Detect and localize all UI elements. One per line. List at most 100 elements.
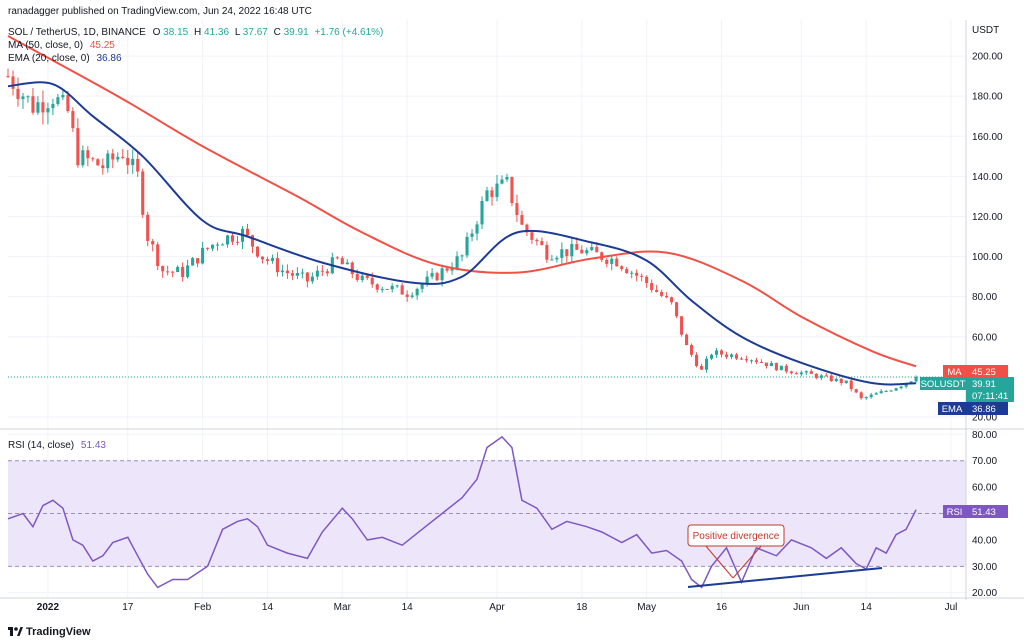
- price-tick-label: 20.00: [972, 412, 997, 423]
- ma-50-line: [7, 35, 917, 368]
- candle: [744, 355, 749, 363]
- candle: [280, 264, 284, 277]
- ma-legend-value: 45.25: [90, 40, 115, 51]
- candle: [555, 255, 559, 263]
- price-tick-label: 180.00: [972, 92, 1003, 103]
- candle: [131, 149, 135, 174]
- candle: [520, 210, 524, 226]
- callout-pointer-left: [704, 544, 734, 579]
- candle: [864, 396, 868, 400]
- candle: [460, 254, 464, 262]
- price-tick-label: 120.00: [972, 212, 1003, 223]
- rsi-legend[interactable]: RSI (14, close) 51.43: [8, 440, 106, 451]
- rsi-line: [7, 435, 917, 589]
- candle: [225, 234, 230, 248]
- ma-legend[interactable]: MA (50, close, 0) 45.25: [8, 40, 115, 51]
- candle: [505, 173, 509, 182]
- time-tick-label: Mar: [334, 602, 352, 613]
- candle: [690, 343, 694, 357]
- candle: [325, 268, 329, 277]
- candle: [799, 370, 803, 377]
- candle: [300, 268, 304, 279]
- candle: [734, 352, 739, 360]
- candle: [56, 93, 60, 107]
- candle: [405, 290, 409, 302]
- ma-price-label-name: MA: [947, 367, 962, 378]
- candle: [260, 256, 265, 264]
- candle: [500, 175, 504, 185]
- candle: [221, 243, 225, 246]
- price-tick-label: 100.00: [972, 252, 1003, 263]
- candle: [111, 148, 115, 169]
- candle: [86, 146, 90, 167]
- candle: [605, 258, 609, 268]
- candle: [884, 390, 888, 393]
- ema-price-label: EMA 36.86: [938, 402, 1008, 415]
- ohlc-c-label: C: [274, 27, 281, 38]
- candle: [784, 364, 788, 374]
- time-tick-label: Jun: [793, 602, 809, 613]
- candle: [245, 223, 250, 238]
- symbol-legend[interactable]: SOL / TetherUS, 1D, BINANCE O 38.15 H 41…: [8, 27, 383, 38]
- candle: [41, 90, 45, 125]
- candle: [894, 387, 898, 391]
- ohlc-l-value: 37.67: [243, 27, 268, 38]
- candle: [540, 237, 544, 246]
- candle: [714, 347, 719, 358]
- candle: [46, 102, 50, 125]
- candle: [216, 242, 220, 251]
- rsi-tick-label: 40.00: [972, 535, 997, 546]
- rsi-legend-value: 51.43: [81, 440, 106, 451]
- candle: [859, 391, 863, 400]
- candle: [470, 229, 474, 242]
- candle: [655, 284, 659, 293]
- candle: [61, 89, 65, 101]
- time-tick-label: 17: [122, 602, 134, 613]
- candle: [201, 241, 205, 265]
- candle: [390, 283, 394, 293]
- ema-legend[interactable]: EMA (20, close, 0) 36.86: [8, 53, 122, 64]
- candle: [186, 259, 190, 279]
- candle: [136, 152, 140, 177]
- candle: [809, 369, 813, 374]
- ema-20-line: [7, 81, 917, 386]
- candle: [889, 389, 893, 392]
- divergence-callout[interactable]: Positive divergence: [687, 524, 785, 579]
- ma-legend-label: MA (50, close, 0): [8, 40, 83, 51]
- symbol-price-label: SOLUSDT 39.91 07:11:41: [920, 377, 1014, 402]
- candle: [151, 238, 155, 252]
- candle: [769, 360, 773, 367]
- candle: [235, 235, 240, 246]
- candle: [285, 264, 289, 279]
- divergence-trendline[interactable]: [687, 567, 883, 588]
- time-tick-label: 16: [716, 602, 728, 613]
- candle: [265, 256, 270, 265]
- candle: [590, 242, 594, 252]
- candle: [420, 282, 424, 293]
- candle: [550, 254, 554, 261]
- candle: [739, 356, 744, 360]
- candle: [625, 266, 629, 274]
- candle: [255, 246, 260, 258]
- publisher-line: ranadagger published on TradingView.com,…: [8, 6, 312, 17]
- candle: [704, 356, 709, 373]
- candle: [156, 241, 160, 271]
- candle: [6, 68, 10, 78]
- candle: [275, 252, 279, 277]
- candle: [196, 257, 200, 268]
- candle: [76, 118, 80, 168]
- candle: [610, 255, 614, 271]
- tradingview-logo[interactable]: TradingView: [8, 626, 91, 638]
- ohlc-o-label: O: [153, 27, 161, 38]
- rsi-tick-label: 60.00: [972, 483, 997, 494]
- candle: [480, 196, 484, 230]
- ohlc-change: +1.76 (+4.61%): [314, 27, 383, 38]
- candle: [176, 265, 180, 273]
- candle: [709, 353, 714, 361]
- candle: [91, 156, 95, 162]
- rsi-tick-label: 70.00: [972, 456, 997, 467]
- currency-label: USDT: [972, 25, 999, 36]
- ohlc-l-label: L: [235, 27, 241, 38]
- time-axis-ticks[interactable]: 2022 17 Feb 14 Mar 14 Apr 18 May 16 Jun 14 Jul: [37, 602, 958, 613]
- candle: [719, 349, 724, 358]
